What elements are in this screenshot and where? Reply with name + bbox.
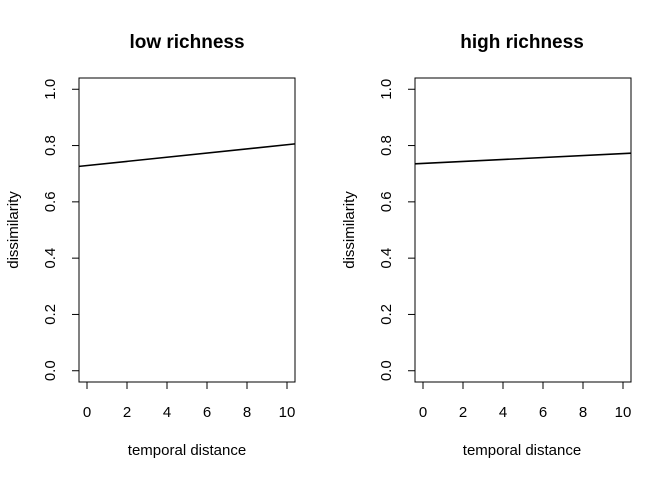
x-tick-label: 0: [83, 404, 91, 421]
x-tick-label: 2: [123, 404, 131, 421]
y-tick-label: 0.2: [42, 304, 59, 325]
y-tick-label: 1.0: [378, 79, 395, 100]
x-tick-label: 6: [203, 404, 211, 421]
y-axis-label: dissimilarity: [5, 191, 22, 269]
y-tick-label: 0.8: [42, 135, 59, 156]
plot-area: 0 2 4 6 8 10 0.0 0.2 0.4 0.6 0.8 1.0: [378, 77, 632, 421]
y-tick-label: 0.6: [378, 191, 395, 212]
x-tick-label: 2: [459, 404, 467, 421]
x-tick-label: 4: [163, 404, 171, 421]
series-line: [78, 143, 296, 168]
panel-low-richness: low richness temporal distance dissimila…: [5, 32, 296, 459]
plot-area: 0 2 4 6 8 10 0.0 0.2 0.4 0.6 0.8 1.0: [42, 77, 296, 421]
x-axis-label: temporal distance: [128, 442, 246, 459]
x-tick-label: 8: [243, 404, 251, 421]
chart-title: high richness: [460, 32, 584, 53]
y-tick-label: 0.0: [42, 360, 59, 381]
panel-high-richness: high richness temporal distance dissimil…: [341, 32, 632, 459]
y-tick-label: 0.2: [378, 304, 395, 325]
plot-frame: [414, 77, 632, 383]
x-tick-label: 8: [579, 404, 587, 421]
x-tick-label: 0: [419, 404, 427, 421]
x-tick-label: 10: [615, 404, 632, 421]
y-tick-label: 0.6: [42, 191, 59, 212]
y-tick-label: 0.4: [378, 248, 395, 269]
plot-frame: [78, 77, 296, 383]
y-axis-label: dissimilarity: [341, 191, 358, 269]
x-axis-label: temporal distance: [463, 442, 581, 459]
y-tick-label: 0.4: [42, 248, 59, 269]
y-tick-label: 0.0: [378, 360, 395, 381]
x-tick-label: 4: [499, 404, 507, 421]
chart-title: low richness: [129, 32, 244, 53]
y-tick-label: 1.0: [42, 79, 59, 100]
x-tick-label: 6: [539, 404, 547, 421]
x-tick-label: 10: [279, 404, 296, 421]
series-line: [414, 152, 632, 165]
y-tick-label: 0.8: [378, 135, 395, 156]
